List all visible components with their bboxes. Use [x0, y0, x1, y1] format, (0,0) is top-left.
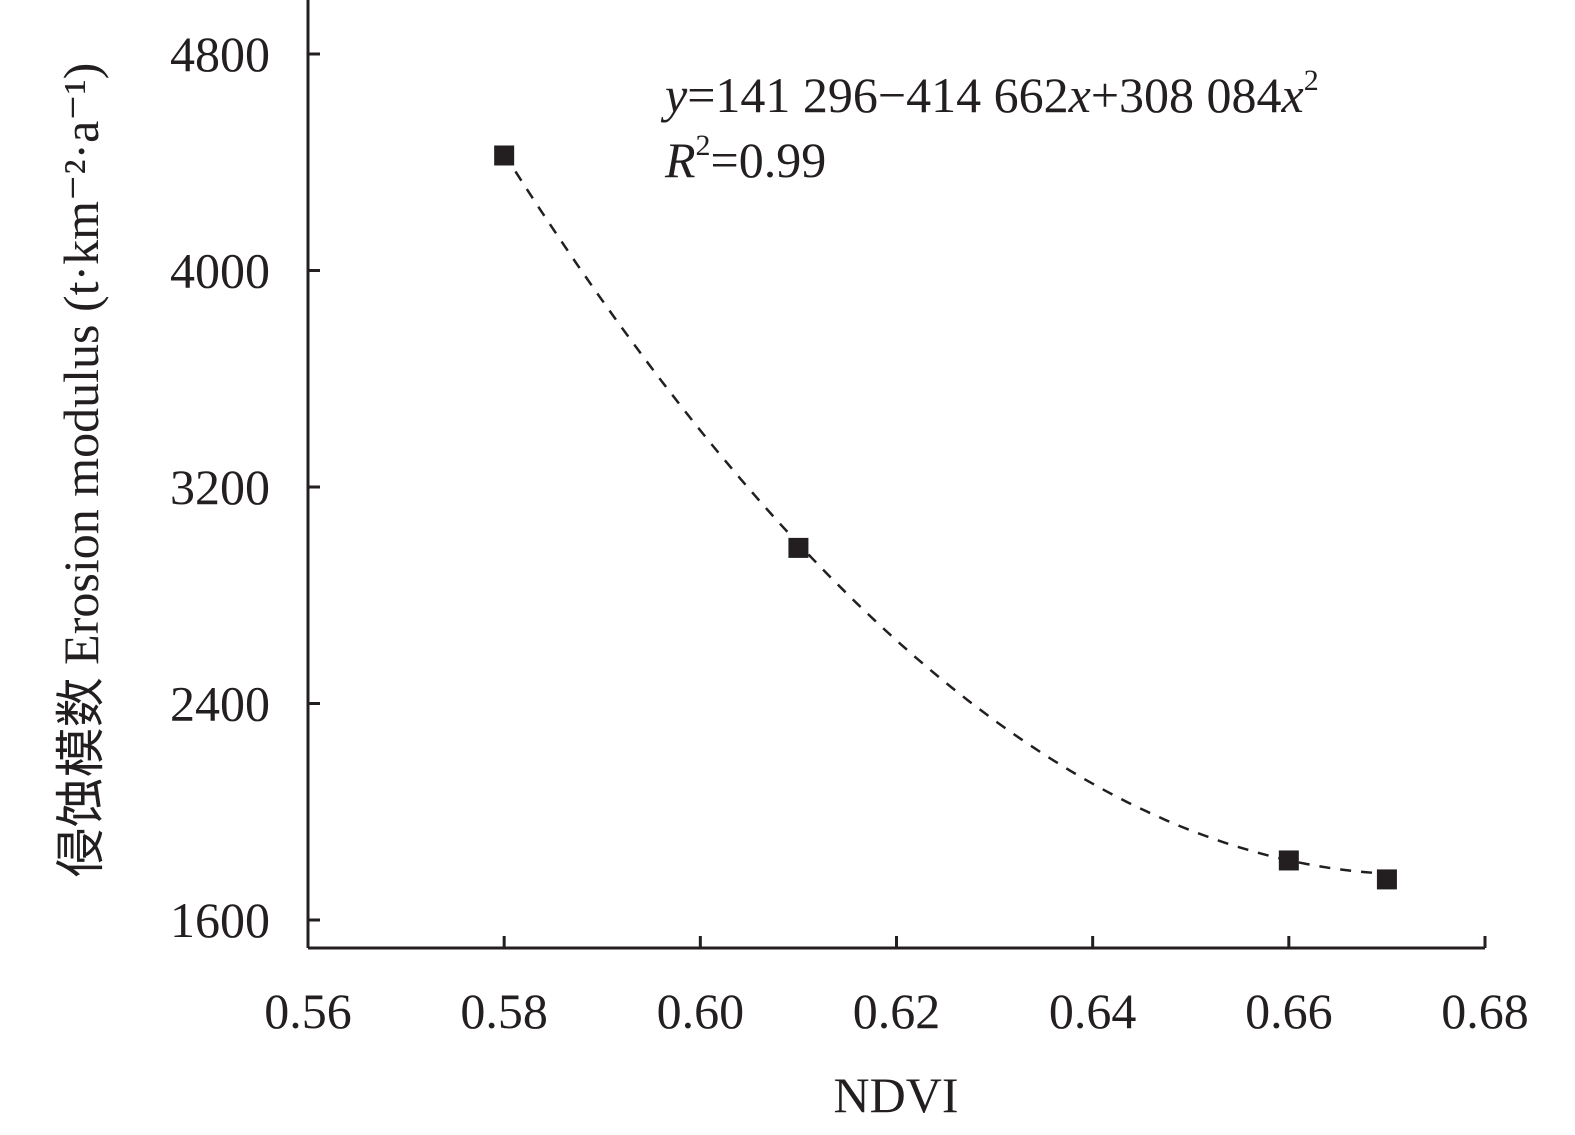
data-points — [494, 145, 1397, 890]
x-axis-title: NDVI — [834, 1067, 959, 1123]
equation-y-symbol: y — [660, 67, 688, 123]
x-tick-label: 0.58 — [460, 983, 548, 1039]
y-tick-label: 2400 — [170, 676, 270, 732]
r-squared-value: =0.99 — [711, 132, 827, 188]
equation-part-2: +308 084 — [1091, 67, 1282, 123]
r-exponent: 2 — [696, 129, 711, 162]
equation-x2-symbol: x — [1281, 67, 1304, 123]
data-point — [494, 145, 515, 166]
x-tick-label: 0.56 — [264, 983, 352, 1039]
y-tick-label: 1600 — [170, 892, 270, 948]
equation-part-1: =141 296−414 662 — [687, 67, 1068, 123]
data-point — [788, 537, 809, 558]
y-axis-title: 侵蚀模数 Erosion modulus (t·km⁻²·a⁻¹) — [53, 63, 109, 878]
data-point — [1278, 850, 1299, 871]
y-ticks: 1600 2400 3200 4000 4800 — [170, 26, 320, 948]
r-symbol: R — [664, 132, 696, 188]
x-tick-label: 0.68 — [1441, 983, 1529, 1039]
x-ticks: 0.56 0.58 0.60 0.62 0.64 0.66 0.68 — [264, 936, 1529, 1039]
y-tick-label: 4800 — [170, 26, 270, 82]
y-tick-label: 4000 — [170, 243, 270, 299]
x-tick-label: 0.66 — [1245, 983, 1333, 1039]
fit-curve — [503, 153, 1387, 875]
x-tick-label: 0.64 — [1049, 983, 1137, 1039]
fit-equation: y=141 296−414 662x+308 084x2 — [660, 64, 1319, 123]
equation-x-symbol: x — [1068, 67, 1091, 123]
r-squared: R2=0.99 — [664, 129, 826, 188]
equation-exponent: 2 — [1304, 64, 1319, 97]
y-tick-label: 3200 — [170, 459, 270, 515]
data-point — [1376, 869, 1397, 890]
axes — [306, 0, 1485, 950]
x-tick-label: 0.62 — [853, 983, 941, 1039]
x-tick-label: 0.60 — [657, 983, 745, 1039]
